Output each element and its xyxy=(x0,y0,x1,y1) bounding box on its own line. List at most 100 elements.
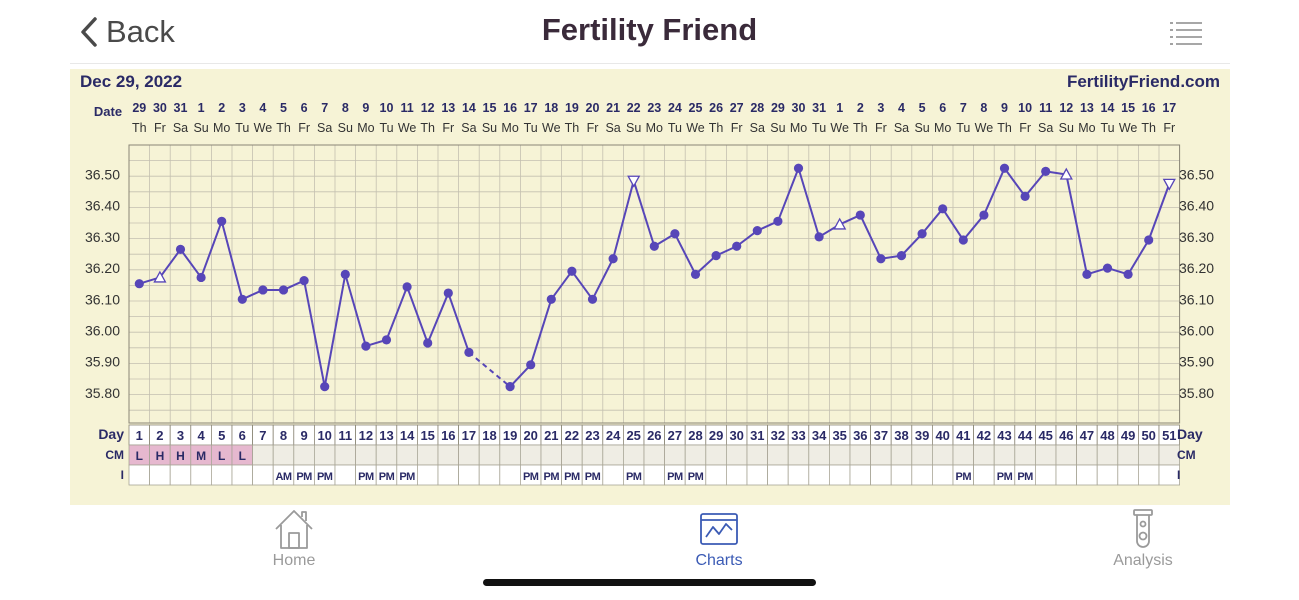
intercourse-cell xyxy=(890,464,913,486)
temperature-point xyxy=(1102,263,1113,273)
y-tick-left: 36.00 xyxy=(85,323,120,339)
cm-cell xyxy=(787,444,810,466)
day-number: 39 xyxy=(915,428,929,443)
intercourse-cell xyxy=(932,464,954,486)
intercourse-cell xyxy=(870,464,892,486)
temperature-point xyxy=(690,269,701,279)
temperature-point xyxy=(938,204,948,214)
weekday-label: Sa xyxy=(1038,121,1053,135)
day-number: 37 xyxy=(874,428,888,443)
temperature-point xyxy=(526,360,536,370)
day-number: 32 xyxy=(771,428,785,443)
date-label: 29 xyxy=(771,101,785,115)
intercourse-value: PM xyxy=(564,471,580,483)
cm-cell xyxy=(684,444,707,466)
cm-cell xyxy=(293,444,315,466)
intercourse-value: PM xyxy=(358,471,374,483)
intercourse-value: PM xyxy=(317,471,333,483)
day-number: 17 xyxy=(462,428,476,443)
cm-cell xyxy=(808,444,830,466)
intercourse-cell xyxy=(1076,464,1098,486)
temperature-segment xyxy=(982,167,1006,216)
day-number: 23 xyxy=(585,428,599,443)
temperature-segment xyxy=(776,167,800,222)
day-number: 34 xyxy=(812,428,827,443)
intercourse-cell xyxy=(1138,464,1160,486)
day-number: 11 xyxy=(338,428,352,443)
date-label: 28 xyxy=(750,101,764,115)
bbt-chart[interactable]: Dec 29, 2022 FertilityFriend.com Date 29 Th 1… xyxy=(70,69,1230,505)
y-tick-right: 36.40 xyxy=(1179,198,1214,214)
cm-value: L xyxy=(136,449,143,463)
temperature-point xyxy=(649,241,659,251)
temperature-segment xyxy=(900,233,923,257)
chart-icon xyxy=(700,513,738,545)
intercourse-cell xyxy=(602,464,624,486)
weekday-label: Th xyxy=(276,121,291,135)
weekday-label: Fr xyxy=(442,121,454,135)
temperature-point xyxy=(752,226,762,236)
date-label: 31 xyxy=(174,101,188,115)
intercourse-cell xyxy=(767,464,789,486)
tab-home[interactable]: Home xyxy=(229,507,359,570)
temperature-segment xyxy=(591,258,614,300)
intercourse-value: PM xyxy=(296,471,312,483)
intercourse-cell xyxy=(973,464,995,486)
y-tick-left: 35.90 xyxy=(85,354,120,370)
temperature-point xyxy=(1020,191,1030,201)
date-label: 13 xyxy=(1080,101,1094,115)
cm-cell xyxy=(355,444,377,466)
temperature-segment xyxy=(921,208,944,235)
cm-cell xyxy=(375,444,398,466)
day-number: 33 xyxy=(791,428,805,443)
back-button[interactable]: Back xyxy=(78,10,175,54)
intercourse-cell xyxy=(746,464,769,486)
temperature-segment xyxy=(344,274,367,347)
day-number: 8 xyxy=(280,428,287,443)
temperature-segment xyxy=(941,208,965,241)
intercourse-cell xyxy=(437,464,460,486)
temperature-point xyxy=(423,338,433,348)
menu-button[interactable] xyxy=(1166,18,1206,48)
temperature-point xyxy=(732,241,742,251)
weekday-label: Th xyxy=(853,121,868,135)
intercourse-value: PM xyxy=(997,471,1013,483)
weekday-label: We xyxy=(1119,121,1138,135)
date-label: 2 xyxy=(857,101,864,115)
weekday-label: Th xyxy=(709,121,724,135)
temperature-point xyxy=(1144,235,1154,245)
tab-charts[interactable]: Charts xyxy=(654,507,784,570)
cm-cell xyxy=(726,444,748,466)
y-tick-right: 36.50 xyxy=(1179,167,1214,183)
row-label-date: Date xyxy=(94,104,122,119)
weekday-label: Tu xyxy=(235,121,249,135)
row-label-cm: CM xyxy=(105,448,124,462)
cm-cell xyxy=(1055,444,1078,466)
date-label: 29 xyxy=(132,101,146,115)
intercourse-cell xyxy=(128,464,151,486)
day-number: 43 xyxy=(997,428,1011,443)
navigation-bar: Back Fertility Friend xyxy=(0,0,1299,64)
temperature-point xyxy=(237,294,247,304)
tab-analysis[interactable]: Analysis xyxy=(1078,507,1208,570)
home-indicator xyxy=(483,579,816,586)
temperature-point xyxy=(546,294,556,304)
date-label: 5 xyxy=(280,101,287,115)
date-label: 3 xyxy=(877,101,884,115)
y-tick-right: 36.20 xyxy=(1179,260,1214,276)
row-label-i: I xyxy=(121,468,124,482)
temperature-point xyxy=(876,254,886,264)
day-number: 22 xyxy=(565,428,579,443)
cm-cell xyxy=(993,444,1016,466)
intercourse-value: PM xyxy=(523,471,539,483)
weekday-label: Fr xyxy=(1019,121,1031,135)
temperature-point-open xyxy=(833,217,847,230)
date-label: 15 xyxy=(1121,101,1135,115)
date-label: 13 xyxy=(441,101,455,115)
day-number: 29 xyxy=(709,428,723,443)
y-tick-left: 36.40 xyxy=(85,198,120,214)
weekday-label: Th xyxy=(565,121,580,135)
house-icon xyxy=(275,510,313,549)
cm-value: H xyxy=(176,449,185,463)
temperature-point-open xyxy=(1162,178,1176,191)
